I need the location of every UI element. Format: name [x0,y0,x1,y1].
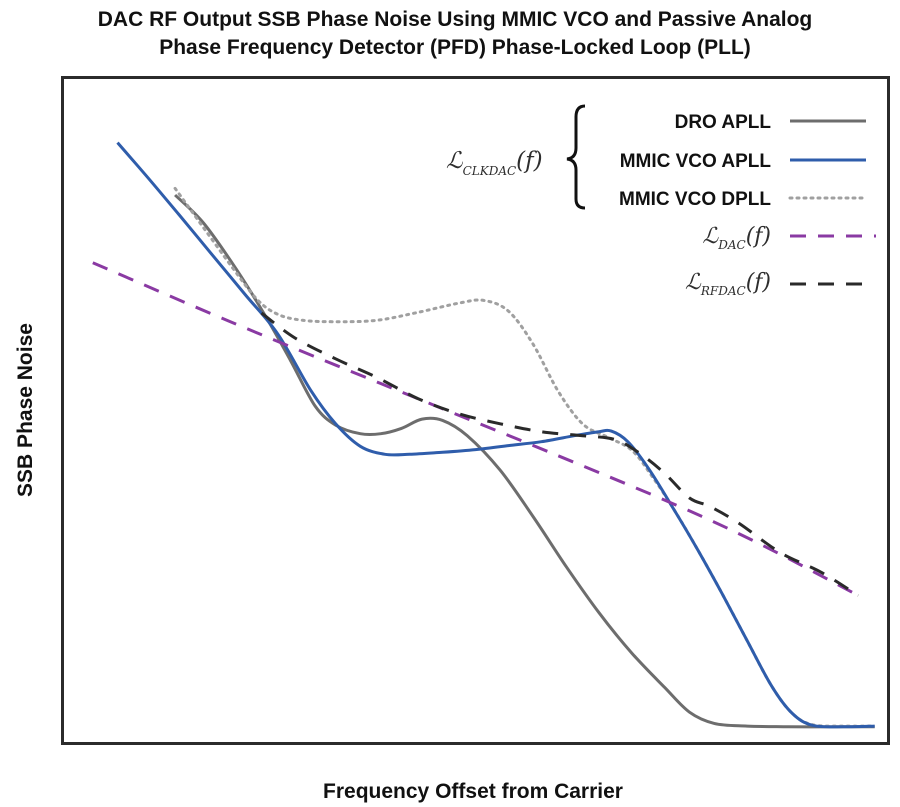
legend-label-l-rfdac-base: ℒ [685,270,702,295]
chart-title-line-1: DAC RF Output SSB Phase Noise Using MMIC… [98,8,813,31]
legend-label-l-dac-arg: (f) [746,224,771,249]
legend-label-l-rfdac: ℒRFDAC(f) [685,270,771,298]
x-axis-label: Frequency Offset from Carrier [323,780,623,803]
legend-label-l-dac: ℒDAC(f) [702,224,771,252]
legend-group-label-arg: (f) [516,148,542,174]
legend-group-label: ℒCLKDAC(f) [446,148,543,178]
legend-label-mmic-vco-apll: MMIC VCO APLL [620,151,772,172]
legend-group-label-base: ℒ [446,148,463,174]
legend-label-mmic-vco-dpll: MMIC VCO DPLL [619,189,771,210]
legend: ℒCLKDAC(f) DRO APLL MMIC VCO APLL MMIC V… [446,104,876,298]
series-line-mmic-vco-apll [116,141,875,729]
legend-label-l-rfdac-sub: RFDAC [700,284,746,298]
plot-area-frame [61,76,890,745]
legend-label-l-dac-sub: DAC [717,238,745,252]
series-line-dro-apll [174,193,875,729]
legend-label-dro-apll: DRO APLL [675,112,772,133]
legend-label-l-rfdac-arg: (f) [746,270,771,295]
legend-group-brace [566,104,586,210]
legend-group-label-sub: CLKDAC [463,164,517,178]
y-axis-label: SSB Phase Noise [14,323,37,497]
legend-label-l-dac-base: ℒ [702,224,719,249]
series-line-rfdac [260,311,859,597]
chart-title-line-2: Phase Frequency Detector (PFD) Phase-Loc… [159,36,751,59]
series-layer [92,141,877,729]
series-line-dac [92,261,859,597]
